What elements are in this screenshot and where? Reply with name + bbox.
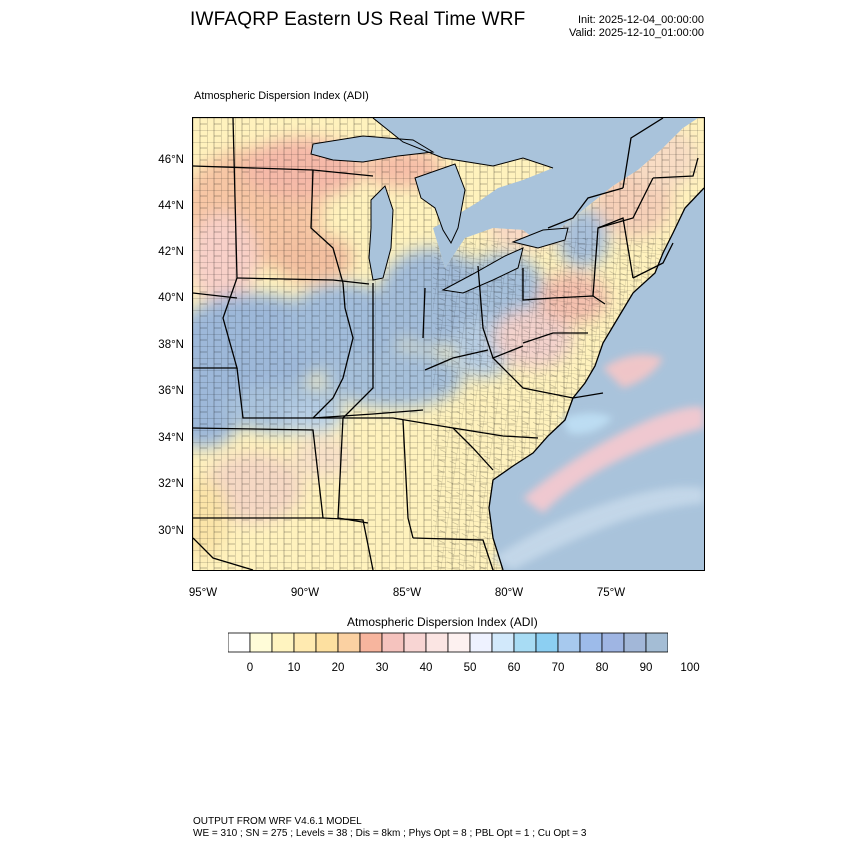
colorbar-box	[337, 632, 361, 653]
lat-label: 30°N	[158, 525, 184, 537]
colorbar-box	[315, 632, 339, 653]
colorbar-box	[535, 632, 559, 653]
colorbar-label: 30	[375, 662, 389, 674]
colorbar-box	[228, 632, 251, 653]
colorbar-label: 100	[680, 662, 700, 674]
lat-axis: 46°N 44°N 42°N 40°N 38°N 36°N 34°N 32°N …	[100, 0, 184, 850]
lat-label: 36°N	[158, 385, 184, 397]
colorbar-box	[645, 632, 668, 653]
colorbar-label: 60	[507, 662, 521, 674]
adi-map	[193, 118, 704, 570]
footer-model: OUTPUT FROM WRF V4.6.1 MODEL	[193, 816, 362, 827]
colorbar-box	[293, 632, 317, 653]
colorbar-box	[623, 632, 647, 653]
colorbar-box	[381, 632, 405, 653]
panel-title: Atmospheric Dispersion Index (ADI)	[194, 90, 369, 102]
lon-label: 75°W	[596, 587, 626, 599]
lon-label: 85°W	[392, 587, 422, 599]
lon-label: 80°W	[494, 587, 524, 599]
lat-label: 40°N	[158, 292, 184, 304]
colorbar	[228, 632, 668, 653]
lat-label: 46°N	[158, 154, 184, 166]
init-time: Init: 2025-12-04_00:00:00	[578, 14, 704, 26]
colorbar-box	[579, 632, 603, 653]
colorbar-box	[249, 632, 273, 653]
colorbar-label: 10	[287, 662, 301, 674]
lat-label: 32°N	[158, 478, 184, 490]
colorbar-label: 20	[331, 662, 345, 674]
colorbar-box	[601, 632, 625, 653]
colorbar-label: 80	[595, 662, 609, 674]
colorbar-box	[557, 632, 581, 653]
colorbar-box	[271, 632, 295, 653]
figure-title: IWFAQRP Eastern US Real Time WRF	[190, 9, 526, 30]
colorbar-box	[359, 632, 383, 653]
colorbar-label: 40	[419, 662, 433, 674]
lat-label: 44°N	[158, 200, 184, 212]
map-panel	[192, 117, 705, 571]
colorbar-box	[513, 632, 537, 653]
colorbar-label: 90	[639, 662, 653, 674]
colorbar-box	[447, 632, 471, 653]
lat-label: 34°N	[158, 432, 184, 444]
colorbar-label: 70	[551, 662, 565, 674]
lon-label: 95°W	[188, 587, 218, 599]
colorbar-label: 50	[463, 662, 477, 674]
colorbar-box	[425, 632, 449, 653]
colorbar-box	[403, 632, 427, 653]
colorbar-box	[469, 632, 493, 653]
lat-label: 38°N	[158, 339, 184, 351]
colorbar-title: Atmospheric Dispersion Index (ADI)	[347, 615, 538, 629]
footer-config: WE = 310 ; SN = 275 ; Levels = 38 ; Dis …	[193, 828, 587, 839]
colorbar-label: 0	[246, 662, 254, 674]
lat-label: 42°N	[158, 246, 184, 258]
lon-label: 90°W	[290, 587, 320, 599]
colorbar-box	[491, 632, 515, 653]
valid-time: Valid: 2025-12-10_01:00:00	[569, 27, 704, 39]
